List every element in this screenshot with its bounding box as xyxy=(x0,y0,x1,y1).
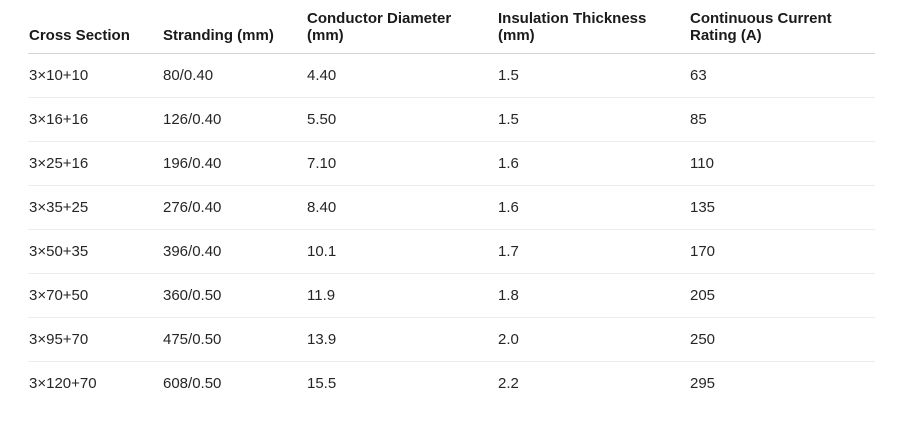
cell-insulation-thickness: 1.8 xyxy=(497,273,689,318)
cell-insulation-thickness: 2.0 xyxy=(497,317,689,362)
table-row: 3×95+70 475/0.50 13.9 2.0 250 xyxy=(28,317,875,362)
cell-insulation-thickness: 1.5 xyxy=(497,53,689,98)
cell-stranding: 475/0.50 xyxy=(162,317,306,362)
cell-conductor-diameter: 10.1 xyxy=(306,229,497,274)
column-header-stranding: Stranding (mm) xyxy=(162,0,306,54)
cell-insulation-thickness: 1.7 xyxy=(497,229,689,274)
cell-stranding: 126/0.40 xyxy=(162,97,306,142)
cell-conductor-diameter: 11.9 xyxy=(306,273,497,318)
cell-current-rating: 63 xyxy=(689,53,875,98)
header-row: Cross Section Stranding (mm) Conductor D… xyxy=(28,0,875,54)
cell-insulation-thickness: 1.6 xyxy=(497,185,689,230)
cell-stranding: 80/0.40 xyxy=(162,53,306,98)
cell-current-rating: 295 xyxy=(690,375,716,392)
cell-cross-section: 3×70+50 xyxy=(28,273,162,318)
cell-cross-section: 3×95+70 xyxy=(28,317,162,362)
column-header-conductor-diameter: Conductor Diameter (mm) xyxy=(306,0,497,54)
cell-current-rating: 170 xyxy=(689,229,875,274)
cell-cross-section: 3×16+16 xyxy=(28,97,162,142)
table-row: 3×16+16 126/0.40 5.50 1.5 85 xyxy=(28,97,875,142)
cell-current-rating: 205 xyxy=(689,273,875,318)
column-header-cross-section: Cross Section xyxy=(28,0,162,54)
cell-conductor-diameter: 8.40 xyxy=(306,185,497,230)
cell-conductor-diameter: 13.9 xyxy=(306,317,497,362)
table-header: Cross Section Stranding (mm) Conductor D… xyxy=(28,0,875,54)
cell-cross-section: 3×35+25 xyxy=(28,185,162,230)
cell-current-rating: 110 xyxy=(689,141,875,186)
cell-insulation-thickness: 1.5 xyxy=(497,97,689,142)
cell-conductor-diameter: 15.5 xyxy=(307,375,337,392)
cell-cross-section: 3×120+70 xyxy=(29,375,97,392)
cell-current-rating: 85 xyxy=(689,97,875,142)
table-row: 3×35+25 276/0.40 8.40 1.6 135 xyxy=(28,185,875,230)
table-row: 3×70+50 360/0.50 11.9 1.8 205 xyxy=(28,273,875,318)
cell-cross-section: 3×50+35 xyxy=(28,229,162,274)
column-header-insulation-thickness: Insulation Thickness (mm) xyxy=(497,0,689,54)
cell-cross-section: 3×10+10 xyxy=(28,53,162,98)
table-row: 3×25+16 196/0.40 7.10 1.6 110 xyxy=(28,141,875,186)
cell-current-rating: 135 xyxy=(689,185,875,230)
cell-insulation-thickness: 1.6 xyxy=(497,141,689,186)
cell-stranding: 276/0.40 xyxy=(162,185,306,230)
cell-stranding: 396/0.40 xyxy=(162,229,306,274)
cell-stranding: 360/0.50 xyxy=(162,273,306,318)
cable-spec-table: Cross Section Stranding (mm) Conductor D… xyxy=(28,0,875,405)
table-row: 3×10+10 80/0.40 4.40 1.5 63 xyxy=(28,53,875,98)
table-row: 3×50+35 396/0.40 10.1 1.7 170 xyxy=(28,229,875,274)
cell-conductor-diameter: 7.10 xyxy=(306,141,497,186)
table-body: 3×10+10 80/0.40 4.40 1.5 63 3×16+16 126/… xyxy=(28,53,875,406)
table-row: 3×120+70 608/0.50 15.5 2.2 295 xyxy=(28,362,875,406)
cell-cross-section: 3×25+16 xyxy=(28,141,162,186)
cell-stranding: 608/0.50 xyxy=(163,375,222,392)
column-header-current-rating: Continuous Current Rating (A) xyxy=(689,0,875,54)
cell-stranding: 196/0.40 xyxy=(162,141,306,186)
cell-conductor-diameter: 4.40 xyxy=(306,53,497,98)
cell-insulation-thickness: 2.2 xyxy=(498,375,519,392)
cell-conductor-diameter: 5.50 xyxy=(306,97,497,142)
cell-current-rating: 250 xyxy=(689,317,875,362)
